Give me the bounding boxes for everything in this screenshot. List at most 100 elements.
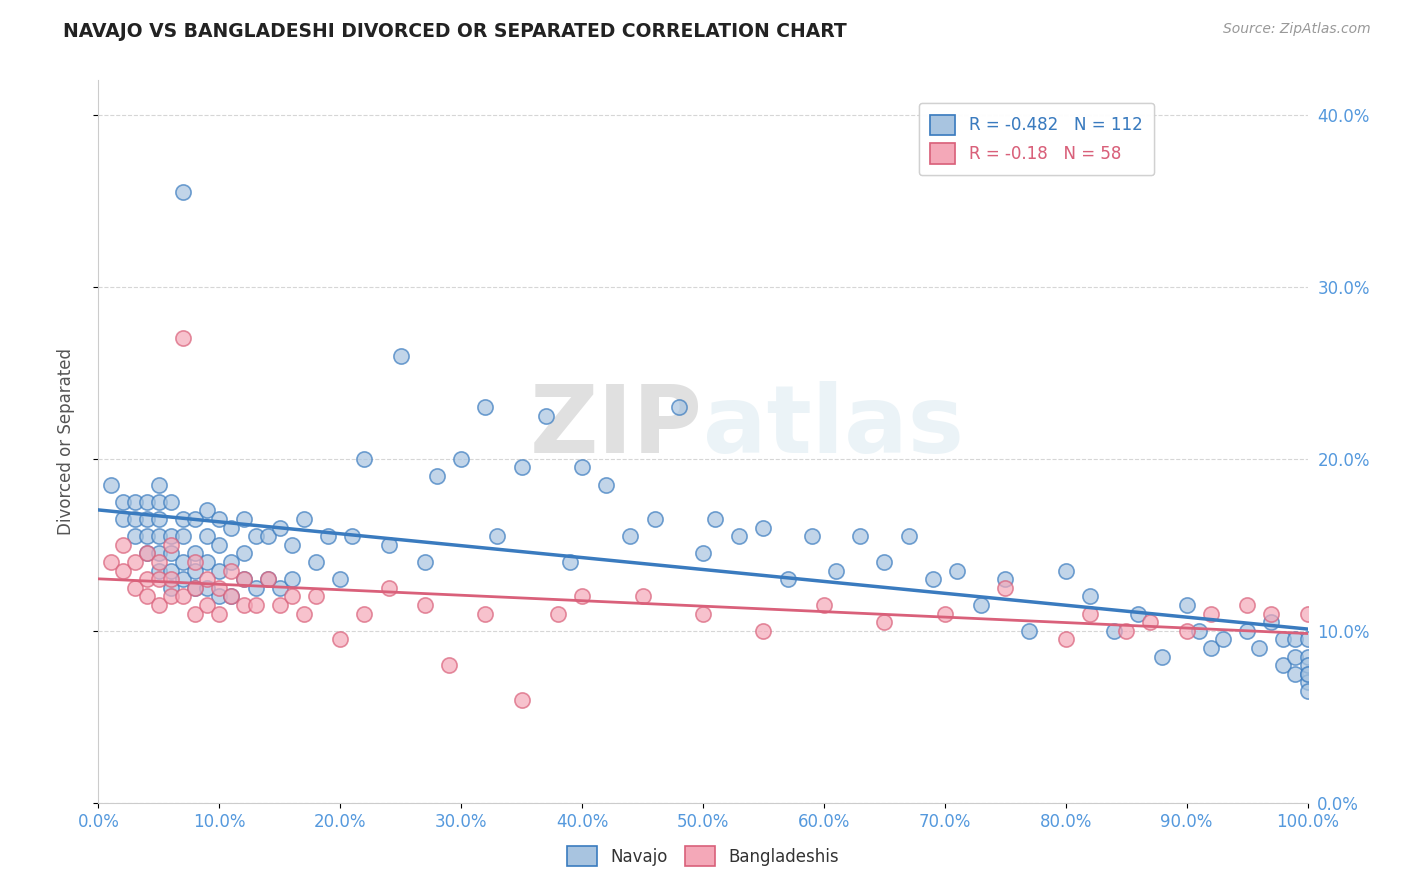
- Point: [752, 624, 775, 638]
- Point: [111, 494, 134, 508]
- Point: [873, 555, 896, 569]
- Point: [1296, 632, 1319, 647]
- Point: [353, 607, 375, 621]
- Text: ZIP: ZIP: [530, 381, 703, 473]
- Point: [849, 529, 872, 543]
- Point: [1212, 632, 1234, 647]
- Point: [195, 529, 218, 543]
- Point: [281, 590, 304, 604]
- Point: [1175, 598, 1198, 612]
- Point: [921, 572, 943, 586]
- Point: [752, 520, 775, 534]
- Point: [813, 598, 835, 612]
- Point: [776, 572, 799, 586]
- Point: [100, 555, 122, 569]
- Point: [160, 546, 183, 560]
- Point: [1272, 658, 1295, 673]
- Point: [1115, 624, 1137, 638]
- Point: [353, 451, 375, 466]
- Point: [342, 529, 364, 543]
- Point: [800, 529, 823, 543]
- Point: [232, 572, 254, 586]
- Point: [100, 477, 122, 491]
- Point: [825, 564, 848, 578]
- Text: Source: ZipAtlas.com: Source: ZipAtlas.com: [1223, 22, 1371, 37]
- Point: [1175, 624, 1198, 638]
- Point: [195, 598, 218, 612]
- Point: [195, 572, 218, 586]
- Point: [172, 185, 194, 199]
- Point: [305, 555, 328, 569]
- Point: [232, 598, 254, 612]
- Point: [124, 529, 146, 543]
- Point: [474, 400, 496, 414]
- Point: [1272, 632, 1295, 647]
- Point: [1188, 624, 1211, 638]
- Point: [184, 607, 207, 621]
- Point: [377, 581, 399, 595]
- Point: [172, 529, 194, 543]
- Point: [208, 512, 231, 526]
- Point: [172, 590, 194, 604]
- Point: [1296, 684, 1319, 698]
- Point: [135, 546, 157, 560]
- Point: [135, 546, 157, 560]
- Point: [692, 607, 714, 621]
- Point: [1296, 658, 1319, 673]
- Point: [256, 529, 278, 543]
- Point: [135, 529, 157, 543]
- Point: [148, 598, 170, 612]
- Point: [269, 581, 291, 595]
- Point: [135, 494, 157, 508]
- Point: [486, 529, 509, 543]
- Point: [124, 512, 146, 526]
- Point: [426, 469, 449, 483]
- Point: [135, 512, 157, 526]
- Point: [450, 451, 472, 466]
- Point: [1260, 607, 1282, 621]
- Point: [619, 529, 641, 543]
- Point: [221, 590, 243, 604]
- Point: [510, 692, 533, 706]
- Point: [631, 590, 654, 604]
- Point: [292, 512, 315, 526]
- Point: [1199, 607, 1222, 621]
- Point: [232, 572, 254, 586]
- Point: [389, 349, 412, 363]
- Point: [221, 555, 243, 569]
- Point: [160, 538, 183, 552]
- Point: [111, 564, 134, 578]
- Point: [305, 590, 328, 604]
- Point: [245, 581, 267, 595]
- Point: [595, 477, 617, 491]
- Point: [1236, 598, 1258, 612]
- Point: [184, 555, 207, 569]
- Point: [413, 555, 436, 569]
- Point: [1018, 624, 1040, 638]
- Point: [934, 607, 956, 621]
- Point: [184, 512, 207, 526]
- Y-axis label: Divorced or Separated: Divorced or Separated: [56, 348, 75, 535]
- Point: [413, 598, 436, 612]
- Point: [195, 555, 218, 569]
- Point: [135, 590, 157, 604]
- Point: [184, 581, 207, 595]
- Point: [160, 529, 183, 543]
- Point: [1296, 607, 1319, 621]
- Point: [1284, 649, 1306, 664]
- Point: [124, 581, 146, 595]
- Point: [184, 564, 207, 578]
- Legend: R = -0.482   N = 112, R = -0.18   N = 58: R = -0.482 N = 112, R = -0.18 N = 58: [918, 103, 1154, 176]
- Point: [148, 572, 170, 586]
- Point: [160, 572, 183, 586]
- Point: [160, 581, 183, 595]
- Point: [1296, 666, 1319, 681]
- Point: [281, 538, 304, 552]
- Point: [1296, 649, 1319, 664]
- Point: [534, 409, 557, 423]
- Point: [245, 598, 267, 612]
- Point: [547, 607, 569, 621]
- Point: [148, 477, 170, 491]
- Point: [1236, 624, 1258, 638]
- Point: [644, 512, 666, 526]
